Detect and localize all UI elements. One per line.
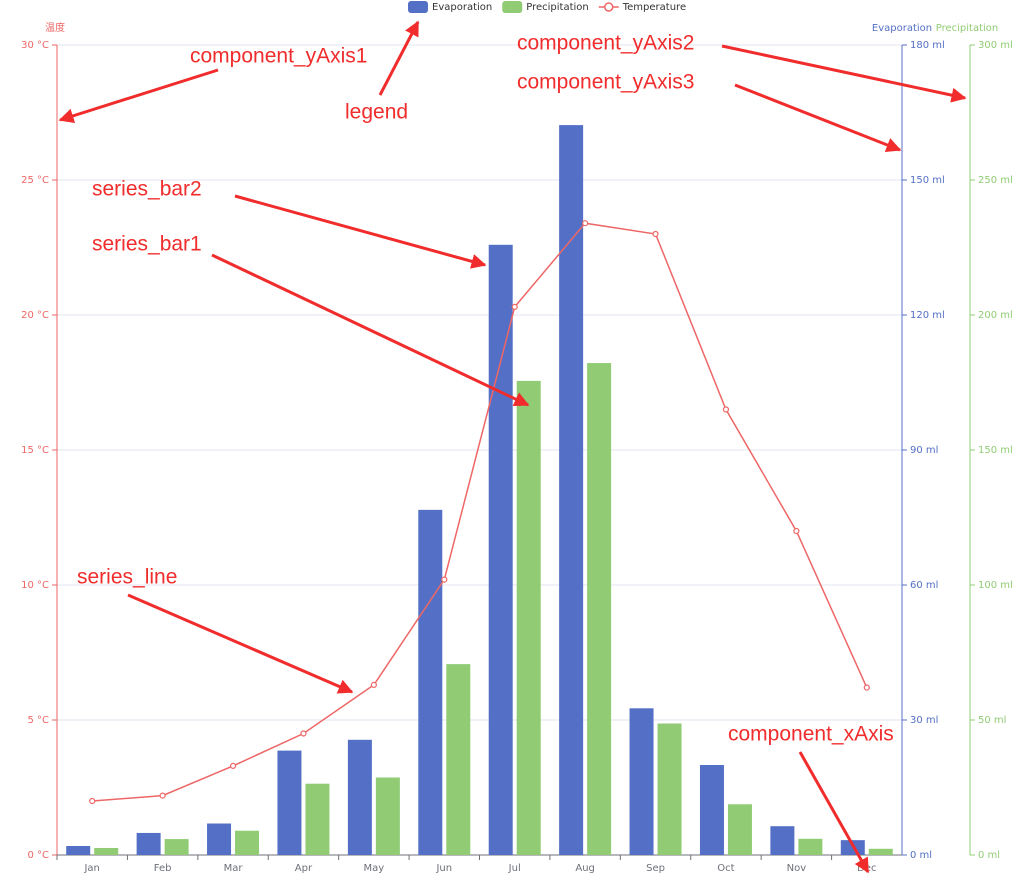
line-point (863, 684, 870, 691)
line-point (300, 730, 307, 737)
y-tick-label: 180 ml (910, 40, 945, 51)
x-tick-label: Nov (787, 863, 807, 874)
annotation-arrow (798, 751, 870, 874)
legend-icon (502, 1, 523, 13)
bar (277, 750, 302, 855)
legend-icon (604, 2, 614, 12)
bar (657, 723, 682, 855)
y-tick-label: 300 ml (978, 40, 1013, 51)
line-point (793, 527, 800, 535)
line-point (229, 762, 237, 770)
line-point (722, 406, 730, 413)
legend-label: Precipitation (526, 2, 589, 13)
annotation-arrow (211, 253, 530, 407)
bar (727, 804, 752, 855)
bar (559, 125, 584, 856)
bar (347, 739, 372, 855)
y-tick-label: 200 ml (978, 310, 1013, 321)
bar (446, 664, 471, 855)
bar (516, 380, 541, 855)
bar (375, 777, 400, 855)
annotation: legend (345, 101, 408, 124)
bar (699, 765, 724, 855)
bar (418, 509, 443, 855)
y-tick-label: 90 ml (910, 445, 938, 456)
y-tick-label: 0 ml (978, 850, 1000, 861)
bar (770, 826, 795, 855)
x-tick-label: Feb (154, 863, 172, 874)
annotation: component_yAxis3 (517, 71, 694, 94)
bar (305, 783, 330, 855)
legend-label: Temperature (622, 2, 686, 13)
axis-title: Precipitation (936, 23, 999, 34)
y-tick-label: 60 ml (910, 580, 938, 591)
annotation-arrow (234, 194, 487, 269)
x-tick-label: Jan (83, 863, 99, 874)
bar (235, 830, 260, 855)
bar (488, 244, 513, 856)
axis-title: 温度 (45, 21, 65, 34)
bar (136, 832, 161, 855)
y-tick-label: 0 °C (27, 850, 49, 861)
x-tick-label: Jun (435, 863, 452, 874)
y-tick-label: 100 ml (978, 580, 1013, 591)
line (92, 222, 868, 802)
x-tick-label: Aug (575, 863, 595, 874)
annotation: component_xAxis (728, 723, 894, 746)
annotation-arrow (721, 44, 967, 103)
annotation: component_yAxis2 (517, 32, 694, 55)
y-tick-label: 25 °C (21, 175, 49, 186)
y-tick-label: 50 ml (978, 715, 1006, 726)
line-point (582, 220, 589, 227)
y-tick-label: 250 ml (978, 175, 1013, 186)
y-tick-label: 20 °C (21, 310, 49, 321)
bar (164, 839, 189, 855)
annotation-arrow (127, 593, 354, 694)
annotation-arrow (734, 83, 902, 153)
line-point (89, 797, 96, 805)
annotation-arrow (378, 20, 420, 96)
y-tick-label: 30 °C (21, 40, 49, 51)
legend-label: Evaporation (432, 2, 492, 13)
x-tick-label: Sep (646, 863, 665, 874)
x-tick-label: May (364, 863, 385, 874)
line-point (370, 681, 377, 689)
line-point (652, 230, 659, 238)
y-tick-label: 120 ml (910, 310, 945, 321)
annotation: series_bar2 (92, 178, 202, 201)
y-tick-label: 5 °C (27, 715, 49, 726)
annotation: series_line (77, 566, 177, 589)
y-tick-label: 30 ml (910, 715, 938, 726)
bar (629, 708, 654, 855)
legend-icon (408, 1, 428, 13)
y-tick-label: 0 ml (910, 850, 932, 861)
bar (207, 823, 232, 855)
bar (798, 838, 823, 855)
line-point (511, 303, 518, 310)
x-tick-label: Jul (508, 863, 521, 874)
axis-title: Evaporation (872, 23, 932, 34)
bar (94, 847, 119, 855)
line-point (441, 576, 448, 583)
line-point (159, 792, 166, 799)
x-tick-label: Oct (717, 863, 734, 874)
annotation: component_yAxis1 (190, 45, 367, 68)
bar (868, 848, 893, 855)
bar (66, 846, 91, 855)
y-tick-label: 10 °C (21, 580, 49, 591)
annotation-arrow (58, 68, 219, 124)
y-tick-label: 150 ml (978, 445, 1013, 456)
bar (587, 363, 612, 855)
y-tick-label: 15 °C (21, 445, 49, 456)
y-tick-label: 150 ml (910, 175, 945, 186)
annotation: series_bar1 (92, 233, 202, 256)
x-tick-label: Mar (224, 863, 244, 874)
x-tick-label: Apr (295, 863, 313, 874)
